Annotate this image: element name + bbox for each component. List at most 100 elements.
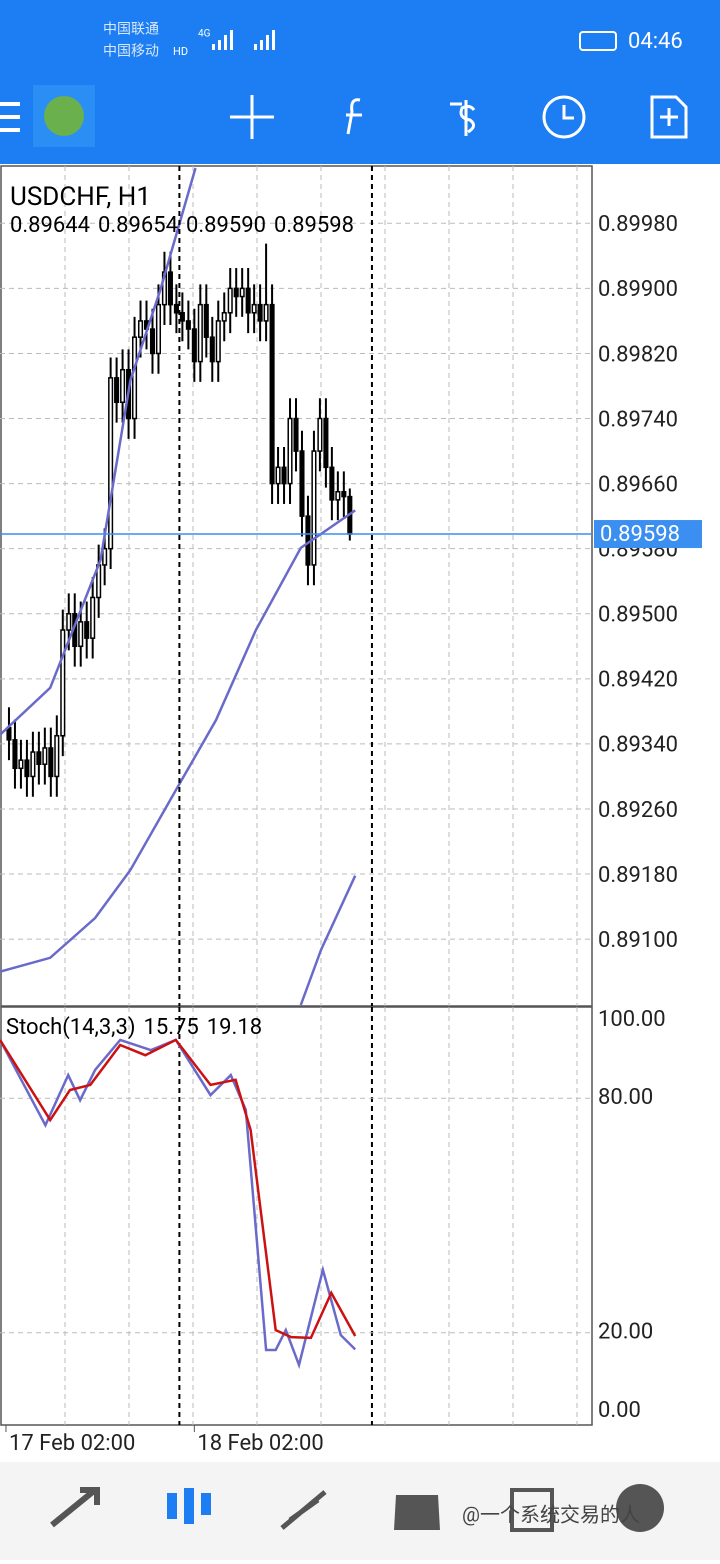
panel-frame xyxy=(0,1006,593,1426)
candle-body xyxy=(239,287,245,298)
y-tick-label: 20.00 xyxy=(598,1320,653,1345)
y-tick-label: 0.89900 xyxy=(598,277,678,302)
candle-body xyxy=(132,336,138,420)
symbol: USDCHF, H1 xyxy=(10,182,151,212)
y-tick-label: 0.89500 xyxy=(598,603,678,628)
candle-body xyxy=(18,759,24,770)
x-tick-label: 17 Feb 02:00 xyxy=(9,1431,135,1456)
y-tick-label: 0.89740 xyxy=(598,407,678,432)
watermark: @一个系统交易的人 xyxy=(462,1502,640,1526)
quote-value: 0.89644 xyxy=(10,213,90,238)
candle-body xyxy=(287,417,293,485)
candle-body xyxy=(36,751,42,765)
quote-value: 0.89654 xyxy=(98,213,178,238)
menu-icon[interactable] xyxy=(0,102,20,132)
candle-body xyxy=(257,303,263,322)
carrier: 中国联通 xyxy=(103,22,159,38)
candle-body xyxy=(30,751,36,778)
y-tick-label: 0.00 xyxy=(598,1398,641,1423)
y-tick-label: 0.89420 xyxy=(598,668,678,693)
candle-body xyxy=(167,271,173,306)
y-tick-label: 0.89260 xyxy=(598,798,678,823)
x-tick-label: 18 Feb 02:00 xyxy=(197,1431,323,1456)
candle-body xyxy=(329,466,335,501)
plot xyxy=(0,167,592,1006)
signal-icons xyxy=(212,30,275,50)
candle-body xyxy=(12,739,18,770)
candle-body xyxy=(281,466,287,485)
candle-body xyxy=(60,629,66,737)
candle-body xyxy=(245,287,251,314)
candle-body xyxy=(78,621,84,648)
candle-body xyxy=(341,490,347,498)
candle-body xyxy=(90,596,96,639)
candle-body xyxy=(108,377,114,550)
y-tick-label: 0.89100 xyxy=(598,928,678,953)
candle-body xyxy=(203,303,209,338)
y-tick-label: 0.89820 xyxy=(598,342,678,367)
y-tick-label: 100.00 xyxy=(598,1007,666,1032)
candle-body xyxy=(185,320,191,330)
top-bar xyxy=(0,0,720,164)
indicator-line xyxy=(0,1038,357,1340)
candle-body xyxy=(102,547,108,566)
y-tick-label: 0.89340 xyxy=(598,733,678,758)
quote-value: 0.89590 xyxy=(186,213,266,238)
clock: 04:46 xyxy=(628,29,683,54)
indicator-line xyxy=(0,1038,357,1370)
current-price-box xyxy=(594,520,702,549)
panel-frame xyxy=(0,165,593,1007)
candle-body xyxy=(137,320,144,338)
indicator-name: Stoch(14,3,3) xyxy=(6,1015,136,1040)
candle-body xyxy=(299,450,305,517)
carrier: 中国移动 xyxy=(103,44,159,60)
indicator-value: 19.18 xyxy=(207,1015,262,1040)
quote-value: 0.89598 xyxy=(274,213,354,238)
indicator-value: 15.75 xyxy=(144,1015,199,1040)
y-tick-label: 80.00 xyxy=(598,1085,653,1110)
candle-body xyxy=(173,303,179,314)
hd-badge: HD xyxy=(173,45,188,58)
battery xyxy=(579,31,617,51)
indicator-line xyxy=(299,875,357,1006)
candle-body xyxy=(24,759,30,778)
indicator-title: Stoch(14,3,3) 15.75 19.18 xyxy=(6,1015,262,1040)
candle-body xyxy=(209,336,215,363)
candle-body xyxy=(311,450,317,566)
candle-body xyxy=(269,303,275,485)
candle-body xyxy=(293,417,299,452)
candle-body xyxy=(275,466,281,485)
candle-body xyxy=(42,747,48,765)
candle-body xyxy=(197,303,203,363)
candle-body xyxy=(317,417,323,452)
candle-body xyxy=(179,312,185,322)
bottom-nav xyxy=(0,1462,720,1560)
candle-body xyxy=(233,287,239,298)
indicator-line xyxy=(0,167,197,736)
bottom-nav-icons[interactable] xyxy=(50,1484,664,1532)
candle-body xyxy=(251,303,257,314)
y-tick-label: 0.89660 xyxy=(598,472,678,497)
candle-body xyxy=(149,328,156,355)
candle-body xyxy=(305,515,311,566)
candle-body xyxy=(84,621,90,639)
y-tick-label: 0.89180 xyxy=(598,863,678,888)
y-tick-label: 0.89980 xyxy=(598,212,678,237)
ohlc-quote: 0.89644 0.89654 0.89590 0.89598 xyxy=(10,213,354,238)
candle-body xyxy=(120,368,126,404)
indicator-line xyxy=(0,509,356,973)
current-price-label: 0.89598 xyxy=(600,522,680,547)
plot xyxy=(0,1038,592,1370)
chart-title: USDCHF, H1 xyxy=(10,182,151,212)
candle-body xyxy=(215,320,221,363)
candle-body xyxy=(227,287,233,314)
candle-body xyxy=(221,312,227,322)
toolbar-icons[interactable] xyxy=(230,95,688,139)
candle-body xyxy=(155,303,162,355)
candle-body xyxy=(54,735,60,778)
candle-body xyxy=(48,747,54,778)
network: 4G xyxy=(198,29,211,40)
candle-body xyxy=(114,377,120,404)
